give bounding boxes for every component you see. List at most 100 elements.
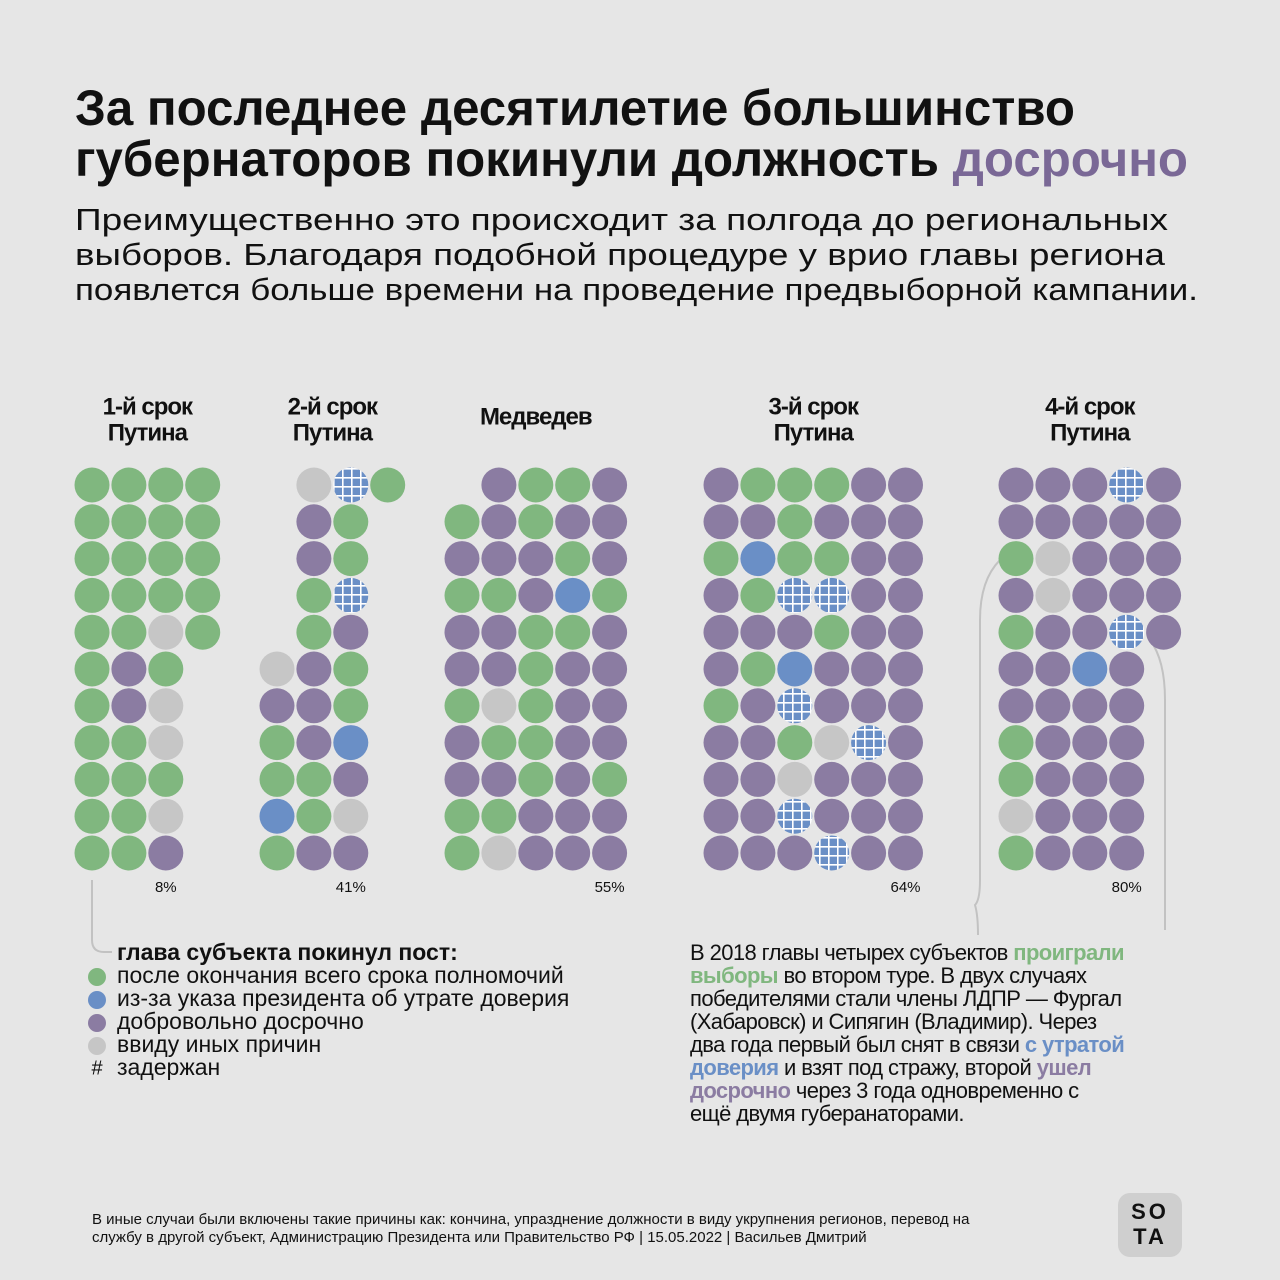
dot [777,798,813,834]
dot [888,725,923,761]
dot [851,577,887,613]
dot [555,577,591,613]
dot [703,504,739,540]
dot [444,614,480,650]
subtitle-line: Преимущественно это происходит за полгод… [75,202,1169,237]
dot [111,467,147,503]
dot [518,798,554,834]
dot [740,541,776,577]
dot [888,541,923,577]
dot [259,761,295,797]
dot [296,577,332,613]
dot [333,614,369,650]
dot [481,467,517,503]
dot [814,467,850,503]
dot [1072,541,1108,577]
dot [703,725,739,761]
dot [148,688,184,724]
dot [1035,761,1071,797]
dot [777,688,813,724]
group-header: Медведев [480,403,592,430]
dot [185,614,221,650]
dot [1035,725,1071,761]
dot [296,798,332,834]
dot [555,761,591,797]
dot [148,761,184,797]
dot [481,541,517,577]
note-line: ещё двумя губеранаторами. [690,1101,964,1126]
dot [333,835,369,871]
dot [1035,541,1071,577]
dot [74,467,110,503]
dot [518,541,554,577]
legend-marker: # [91,1057,103,1079]
share-label: 80% [1112,879,1142,896]
dot [444,688,480,724]
dot [592,614,628,650]
dot [333,577,369,613]
dot [296,725,332,761]
dot [333,467,369,503]
dot [111,688,147,724]
note-text: ещё двумя губеранаторами. [690,1101,964,1126]
logo-text: SO [1131,1199,1169,1224]
dot [1072,504,1108,540]
dot [1109,798,1145,834]
dot [740,504,776,540]
note-line: В 2018 главы четырех субъектов проиграли [690,940,1124,965]
dot [148,614,184,650]
dot [555,798,591,834]
dot [333,798,369,834]
dot [296,504,332,540]
dot [518,577,554,613]
dot [444,651,480,687]
dot [851,504,887,540]
dot [777,504,813,540]
dot [814,688,850,724]
dot [851,761,887,797]
subtitle-line: появлется больше времени на проведение п… [75,272,1198,307]
dot [148,577,184,613]
dot [888,577,923,613]
dot [703,577,739,613]
dot [740,614,776,650]
dot [481,688,517,724]
dot [1072,614,1108,650]
dot [888,798,923,834]
legend-swatch [88,968,106,986]
dot [555,651,591,687]
note-text: победителями стали члены ЛДПР — Фургал [690,986,1121,1011]
dot [777,725,813,761]
dot [703,835,739,871]
dot [74,651,110,687]
dot [592,835,628,871]
dot [518,835,554,871]
dot [296,688,332,724]
dot [555,541,591,577]
dot [998,614,1034,650]
dot [888,651,923,687]
dot [518,725,554,761]
dot [1072,798,1108,834]
group-header: 3-й срок [769,393,860,420]
dot [148,651,184,687]
dot [259,725,295,761]
dot [998,577,1034,613]
dot [888,614,923,650]
dot [740,651,776,687]
dot [1072,467,1108,503]
legend-label: ввиду иных причин [117,1031,321,1057]
dot [333,688,369,724]
dot [1035,614,1071,650]
dot [333,761,369,797]
dot [1109,504,1145,540]
dot [998,761,1034,797]
dot [296,467,332,503]
legend-heading: глава субъекта покинул пост: [117,939,458,965]
dot [703,541,739,577]
dot [555,688,591,724]
dot [444,835,480,871]
dot [592,651,628,687]
dot [1035,835,1071,871]
